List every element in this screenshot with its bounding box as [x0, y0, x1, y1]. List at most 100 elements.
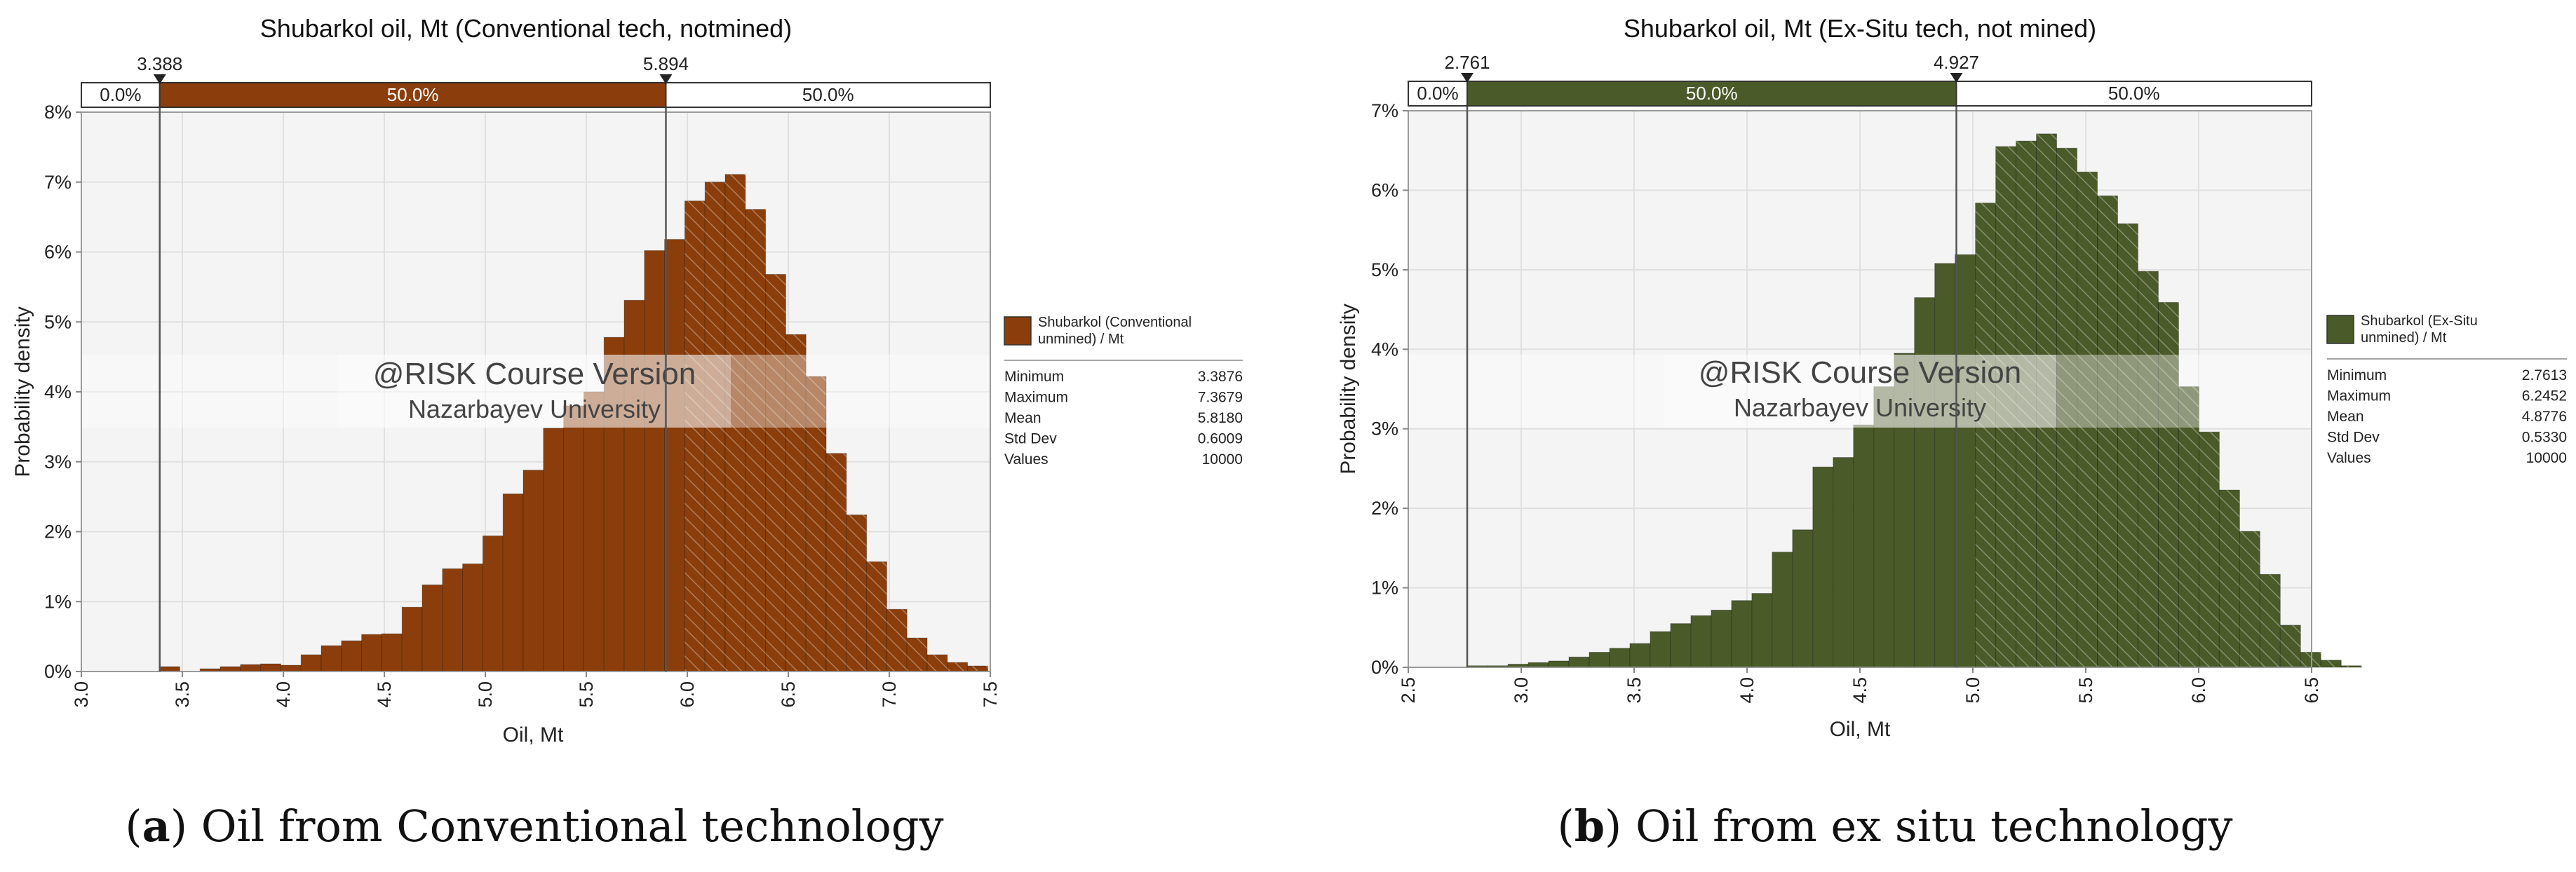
percent-bar: 0.0% 50.0% 50.0%: [1408, 81, 2312, 107]
histogram-bar-hatch: [967, 666, 988, 672]
x-tick-label: 3.0: [1511, 677, 1532, 704]
histogram-bar: [1792, 529, 1814, 668]
legend-stat-label: Values: [2327, 450, 2371, 466]
histogram-bar: [300, 654, 322, 672]
legend-stat-value: 7.3679: [1198, 390, 1243, 406]
delimiter-label-right: 4.927: [1934, 52, 1979, 73]
caption-text: Oil from Conventional technology: [201, 801, 944, 852]
histogram-bars: [159, 174, 988, 672]
x-tick-label: 6.0: [2188, 677, 2209, 704]
histogram-bar: [1548, 660, 1570, 668]
legend-stat-row: Values 10000: [1004, 451, 1243, 468]
histogram-bar: [321, 645, 342, 672]
caption-open-paren: (: [125, 801, 142, 852]
legend-stat-value: 0.6009: [1198, 431, 1243, 447]
legend-stat-value: 10000: [2526, 450, 2567, 466]
y-tick-label: 4%: [1371, 339, 1398, 360]
histogram-bar: [381, 633, 403, 672]
legend-stat-value: 4.8776: [2522, 409, 2567, 425]
chart-panel-b: Shubarkol oil, Mt (Ex-Situ tech, not min…: [1337, 14, 2567, 852]
histogram-bar: [220, 666, 241, 672]
watermark: @RISK Course Version Nazarbayev Universit…: [81, 355, 990, 428]
x-tick-label: 5.0: [475, 681, 496, 708]
legend-stat-row: Values 10000: [2327, 450, 2567, 466]
caption-close-paren: ): [1605, 801, 1636, 852]
histogram-bar: [502, 493, 524, 672]
legend-stat-value: 10000: [1202, 451, 1243, 468]
histogram-bar: [1589, 651, 1610, 668]
legend-stat-label: Mean: [2327, 409, 2364, 425]
histogram-bar-hatch: [886, 609, 908, 672]
legend-stat-value: 6.2452: [2522, 388, 2567, 404]
x-tick-label: 7.5: [980, 681, 1001, 708]
x-tick-label: 4.5: [1849, 677, 1870, 704]
percent-segment-3: [665, 82, 991, 108]
legend-title-line: unmined) / Mt: [2361, 330, 2447, 346]
histogram-bar: [260, 663, 281, 672]
legend-stat-label: Minimum: [1004, 369, 1064, 385]
delimiter-label-right: 5.894: [643, 53, 689, 74]
histogram-bar-hatch: [2341, 665, 2362, 667]
y-tick-label: 4%: [44, 381, 72, 402]
histogram-bar: [1853, 424, 1875, 668]
chart-title: Shubarkol oil, Mt (Ex-Situ tech, not min…: [1624, 14, 2096, 43]
histogram-bar-hatch: [2097, 196, 2118, 668]
watermark-line-1: @RISK Course Version: [373, 357, 696, 391]
histogram-bar: [1873, 386, 1895, 668]
x-tick-label: 2.5: [1398, 677, 1419, 704]
legend-stat-label: Minimum: [2327, 367, 2387, 383]
histogram-bar: [442, 568, 464, 672]
y-tick-label: 7%: [44, 172, 72, 193]
legend-stat-row: Std Dev 0.6009: [1004, 431, 1243, 447]
histogram-bar: [482, 535, 504, 672]
percent-label-2: 50.0%: [1686, 83, 1738, 104]
percent-bar: 0.0% 50.0% 50.0%: [81, 82, 991, 108]
y-tick-label: 1%: [44, 591, 72, 612]
histogram-bar-hatch: [927, 655, 948, 672]
legend-title-line: Shubarkol (Conventional: [1038, 315, 1192, 330]
percent-label-3: 50.0%: [2108, 83, 2160, 104]
y-tick-label: 3%: [1371, 418, 1398, 440]
chart-title: Shubarkol oil, Mt (Conventional tech, no…: [260, 14, 792, 43]
histogram-bar-hatch: [705, 182, 726, 672]
histogram-bar: [401, 606, 423, 672]
y-tick-label: 0%: [1371, 657, 1398, 678]
caption-open-paren: (: [1557, 801, 1574, 852]
legend-stat-row: Mean 5.8180: [1004, 410, 1243, 426]
legend-swatch: [1004, 316, 1032, 346]
histogram-bar: [644, 250, 666, 672]
legend-stat-row: Minimum 2.7613: [2327, 367, 2567, 383]
histogram-bar: [543, 428, 565, 672]
caption-letter: a: [142, 801, 170, 852]
watermark-line-2: Nazarbayev University: [408, 395, 661, 423]
histogram-bar-hatch: [826, 453, 847, 672]
x-tick-label: 6.0: [677, 681, 698, 708]
watermark-band: [1408, 355, 2312, 428]
histogram-bar: [1650, 631, 1671, 668]
legend-stat-value: 5.8180: [1198, 410, 1243, 426]
x-tick-label: 5.5: [2075, 677, 2096, 704]
histogram-bar: [1528, 662, 1549, 668]
watermark-box: [1664, 355, 2056, 428]
caption-close-paren: ): [170, 801, 201, 852]
histogram-bar: [422, 584, 443, 672]
x-tick-label: 3.5: [172, 681, 193, 708]
histogram-bar: [361, 634, 382, 672]
histogram-bar: [1914, 297, 1936, 668]
histogram-bar: [1812, 466, 1834, 668]
histogram-bar-hatch: [745, 209, 766, 672]
histogram-bar: [280, 665, 302, 672]
y-tick-label: 1%: [1371, 578, 1398, 599]
caption-text: Oil from ex situ technology: [1636, 801, 2233, 852]
x-axis-ticks: 3.0 3.5 4.0 4.5 5.0 5.5 6.0 6.5 7.0 7.5: [71, 672, 1001, 708]
legend-stat-label: Std Dev: [2327, 430, 2380, 446]
legend-stat-value: 0.5330: [2522, 430, 2567, 446]
histogram-bar-hatch: [785, 334, 807, 672]
legend-stat-row: Maximum 7.3679: [1004, 390, 1243, 406]
x-axis-label: Oil, Mt: [503, 723, 564, 747]
histogram-bar-hatch: [725, 174, 746, 672]
histogram-bar-hatch: [2321, 660, 2342, 667]
y-axis-label: Probability density: [11, 306, 34, 477]
y-tick-label: 5%: [1371, 259, 1398, 280]
